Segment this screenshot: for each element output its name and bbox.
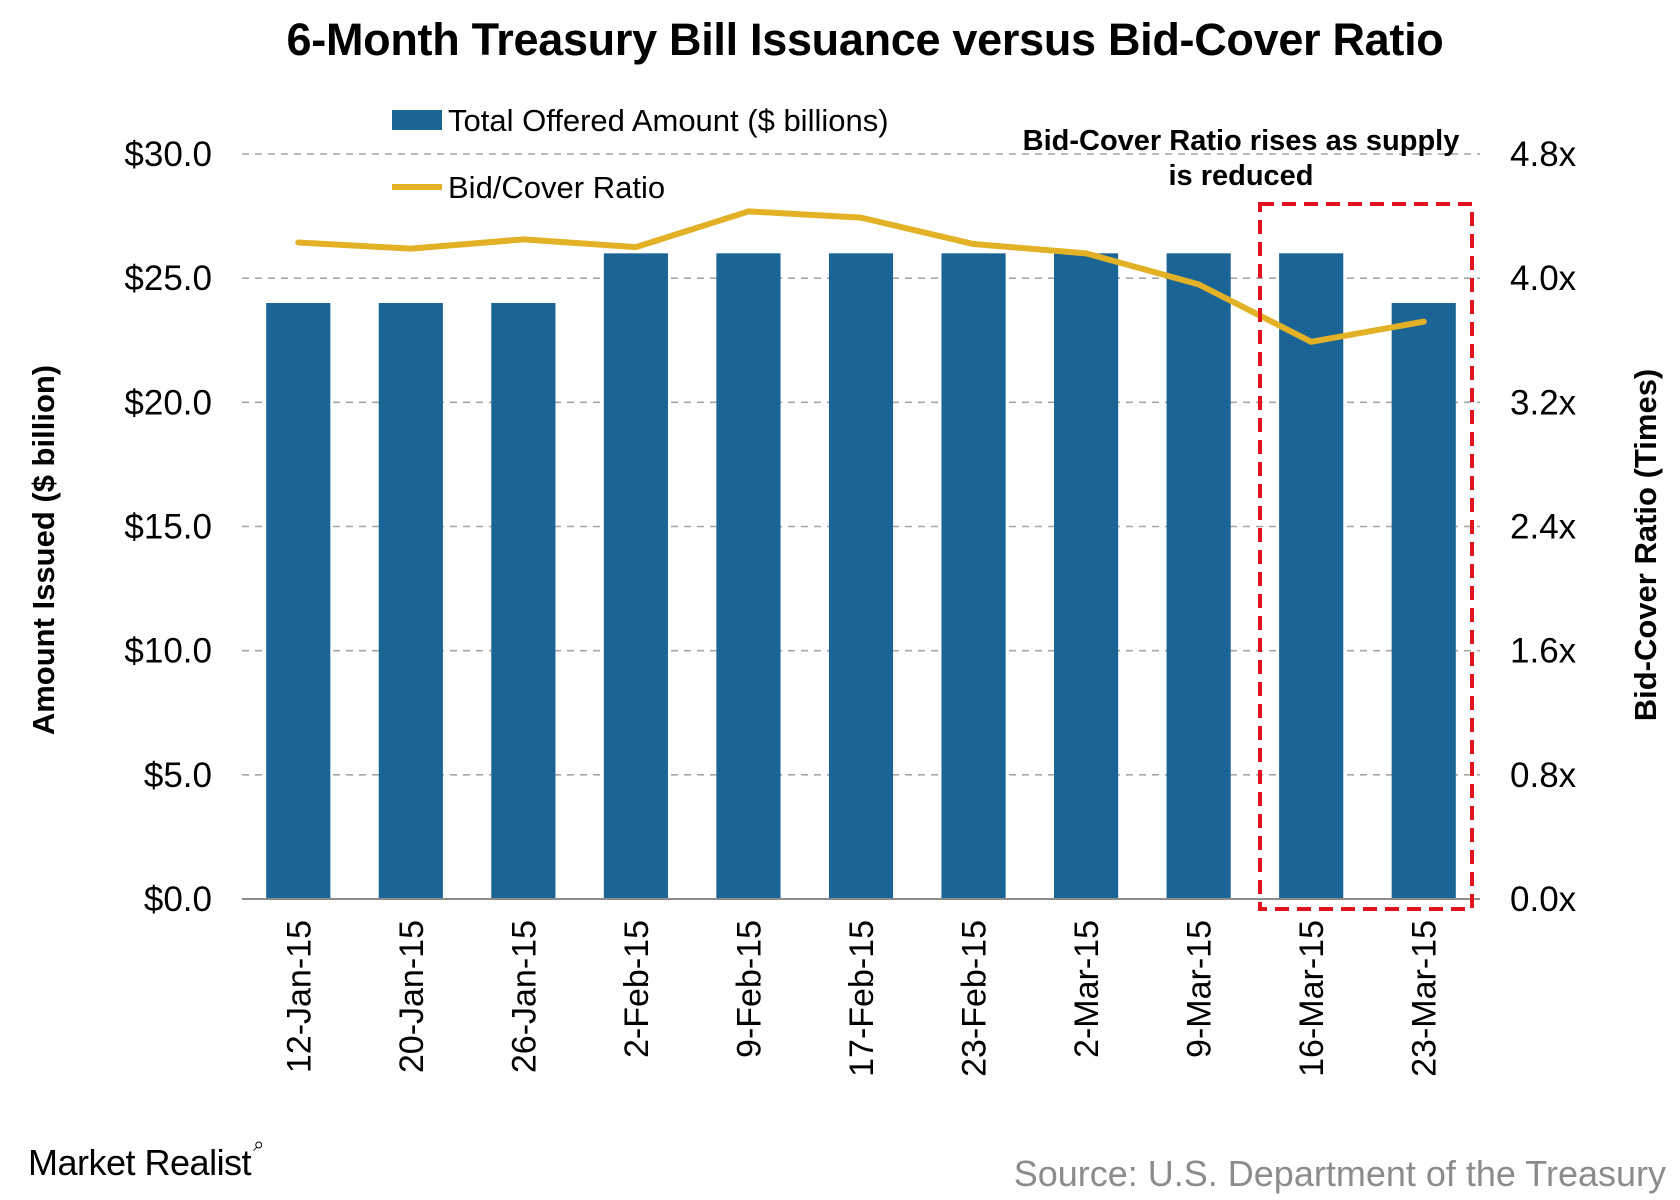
left-tick-label: $15.0 [124, 508, 212, 547]
x-tick-label: 23-Mar-15 [1406, 920, 1444, 1077]
bar [716, 253, 781, 900]
left-axis-ticks: $0.0 $5.0 $10.0 $15.0 $20.0 $25.0 $30.0 [124, 135, 212, 919]
x-tick-label: 20-Jan-15 [393, 920, 431, 1073]
right-tick-label: 0.8x [1510, 756, 1577, 795]
x-tick-label: 2-Mar-15 [1068, 920, 1106, 1058]
right-tick-label: 2.4x [1510, 508, 1577, 547]
left-tick-label: $5.0 [144, 756, 212, 795]
right-axis-title: Bid-Cover Ratio (Times) [1628, 369, 1663, 722]
source-note: Source: U.S. Department of the Treasury [1013, 1153, 1666, 1194]
brand-logo: Market Realist ⌕ [28, 1134, 264, 1184]
magnifier-icon: ⌕ [253, 1134, 264, 1156]
x-tick-label: 9-Mar-15 [1181, 920, 1219, 1058]
chart-title: 6-Month Treasury Bill Issuance versus Bi… [286, 14, 1444, 65]
bar-series [266, 253, 1456, 900]
x-tick-label: 16-Mar-15 [1293, 920, 1331, 1077]
right-axis-ticks: 0.0x 0.8x 1.6x 2.4x 3.2x 4.0x 4.8x [1510, 135, 1577, 919]
bar [1166, 253, 1231, 900]
left-tick-label: $25.0 [124, 259, 212, 298]
legend: Total Offered Amount ($ billions) Bid/Co… [392, 103, 889, 205]
bar [1054, 253, 1119, 900]
bar [1279, 253, 1344, 900]
left-tick-label: $30.0 [124, 135, 212, 174]
bar [378, 303, 443, 899]
x-tick-label: 2-Feb-15 [618, 920, 656, 1058]
bar [941, 253, 1006, 900]
right-tick-label: 1.6x [1510, 632, 1577, 671]
brand-name: Market Realist [28, 1142, 252, 1183]
x-axis-ticks: 12-Jan-15 20-Jan-15 26-Jan-15 2-Feb-15 9-Feb… [280, 920, 1443, 1077]
x-tick-label: 26-Jan-15 [505, 920, 543, 1073]
left-axis-title: Amount Issued ($ billion) [26, 365, 61, 735]
annotation-line-2: is reduced [1168, 160, 1313, 192]
bid-cover-line [295, 208, 1427, 345]
x-tick-label: 12-Jan-15 [280, 920, 318, 1073]
right-tick-label: 4.0x [1510, 259, 1577, 298]
right-tick-label: 0.0x [1510, 880, 1577, 919]
bar [491, 303, 556, 899]
gridlines [242, 153, 1480, 776]
bar [603, 253, 668, 900]
legend-bar-label: Total Offered Amount ($ billions) [448, 103, 889, 138]
bar [1391, 303, 1456, 899]
x-tick-label: 9-Feb-15 [730, 920, 768, 1058]
x-tick-label: 23-Feb-15 [956, 920, 994, 1077]
x-tick-label: 17-Feb-15 [843, 920, 881, 1077]
highlight-box [1258, 202, 1474, 911]
bar [828, 253, 894, 900]
annotation-line-1: Bid-Cover Ratio rises as supply [1023, 125, 1460, 157]
legend-bar-swatch [392, 110, 442, 130]
right-tick-label: 3.2x [1510, 383, 1577, 422]
left-tick-label: $10.0 [124, 632, 212, 671]
right-tick-label: 4.8x [1510, 135, 1577, 174]
left-tick-label: $20.0 [124, 383, 212, 422]
left-tick-label: $0.0 [144, 880, 212, 919]
bar [266, 303, 331, 899]
legend-line-label: Bid/Cover Ratio [448, 170, 665, 205]
